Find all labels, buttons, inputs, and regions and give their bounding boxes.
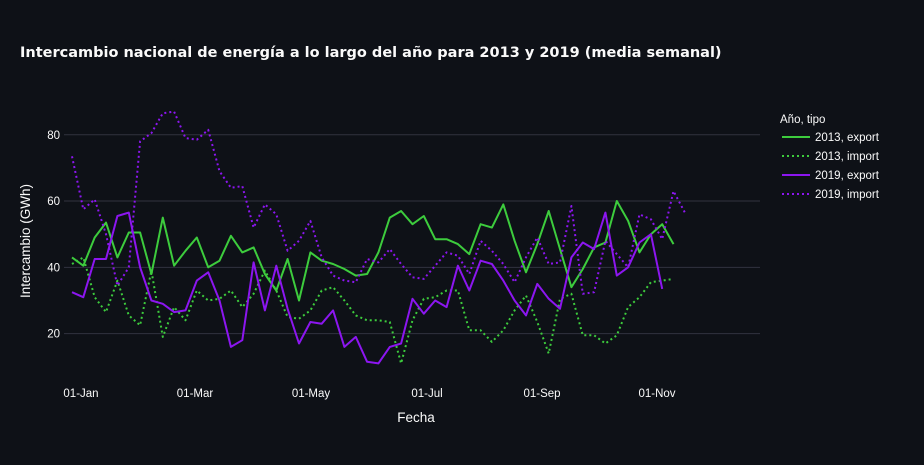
series-line-2 [71,211,664,365]
series-line-3 [71,110,686,295]
legend-title: Año, tipo [780,114,825,126]
x-tick-label: 01-Sep [523,388,560,400]
y-tick-label: 80 [47,130,60,142]
x-tick-label: 01-May [292,388,331,400]
legend-item-label: 2013, export [815,132,880,144]
y-axis-ticks: 20 40 60 80 [47,130,60,341]
y-tick-label: 40 [47,262,60,274]
x-tick-label: 01-Mar [177,388,214,400]
x-axis-label: Fecha [397,410,435,425]
gridlines [64,134,760,335]
y-axis-label: Intercambio (GWh) [18,184,33,298]
series-line-1 [71,256,674,365]
legend-item-label: 2019, import [815,189,880,201]
legend-item-label: 2019, export [815,170,880,182]
legend-item-label: 2013, import [815,151,880,163]
y-tick-label: 20 [47,329,60,341]
series-line-0 [71,200,675,302]
y-tick-label: 60 [47,196,60,208]
chart-title: Intercambio nacional de energía a lo lar… [20,45,722,61]
x-axis-ticks: 01-Jan 01-Mar 01-May 01-Jul 01-Sep 01-Nov [63,388,675,400]
legend: Año, tipo 2013, export 2013, import 2019, … [780,114,880,201]
plot-lines [71,110,686,365]
x-tick-label: 01-Jan [63,388,98,400]
x-tick-label: 01-Nov [638,388,675,400]
x-tick-label: 01-Jul [411,388,442,400]
